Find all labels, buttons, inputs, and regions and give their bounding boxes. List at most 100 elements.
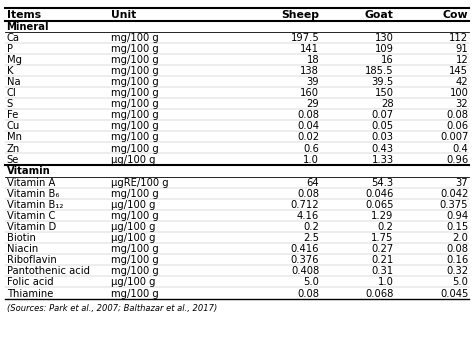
Text: (Sources: Park et al., 2007; Balthazar et al., 2017): (Sources: Park et al., 2007; Balthazar e… bbox=[7, 303, 217, 313]
Text: 0.03: 0.03 bbox=[372, 132, 393, 142]
Text: mg/100 g: mg/100 g bbox=[111, 77, 159, 87]
Text: 0.046: 0.046 bbox=[365, 189, 393, 199]
Text: 130: 130 bbox=[374, 33, 393, 43]
Text: mg/100 g: mg/100 g bbox=[111, 33, 159, 43]
Text: Vitamin D: Vitamin D bbox=[7, 222, 56, 232]
Text: Unit: Unit bbox=[111, 10, 137, 20]
Text: 0.02: 0.02 bbox=[297, 132, 319, 142]
Text: mg/100 g: mg/100 g bbox=[111, 289, 159, 299]
Text: 0.43: 0.43 bbox=[372, 143, 393, 153]
Text: 160: 160 bbox=[300, 88, 319, 98]
Text: 0.045: 0.045 bbox=[440, 289, 468, 299]
Text: 37: 37 bbox=[456, 178, 468, 188]
Text: 0.042: 0.042 bbox=[440, 189, 468, 199]
Text: μg/100 g: μg/100 g bbox=[111, 222, 155, 232]
Text: 0.6: 0.6 bbox=[303, 143, 319, 153]
Text: 0.32: 0.32 bbox=[446, 266, 468, 276]
Text: S: S bbox=[7, 99, 13, 109]
Text: 0.05: 0.05 bbox=[372, 121, 393, 131]
Text: 1.75: 1.75 bbox=[371, 233, 393, 243]
Text: 4.16: 4.16 bbox=[297, 211, 319, 221]
Text: Zn: Zn bbox=[7, 143, 20, 153]
Text: 39.5: 39.5 bbox=[371, 77, 393, 87]
Text: Na: Na bbox=[7, 77, 20, 87]
Text: Goat: Goat bbox=[365, 10, 393, 20]
Text: Items: Items bbox=[7, 10, 41, 20]
Text: μg/100 g: μg/100 g bbox=[111, 233, 155, 243]
Text: P: P bbox=[7, 44, 13, 54]
Text: 0.27: 0.27 bbox=[371, 244, 393, 254]
Text: mg/100 g: mg/100 g bbox=[111, 110, 159, 120]
Text: 0.08: 0.08 bbox=[297, 189, 319, 199]
Text: mg/100 g: mg/100 g bbox=[111, 189, 159, 199]
Text: 100: 100 bbox=[449, 88, 468, 98]
Text: Vitamin A: Vitamin A bbox=[7, 178, 55, 188]
Text: 5.0: 5.0 bbox=[303, 277, 319, 288]
Text: 12: 12 bbox=[456, 55, 468, 65]
Text: 2.0: 2.0 bbox=[453, 233, 468, 243]
Text: Vitamin B₁₂: Vitamin B₁₂ bbox=[7, 200, 63, 210]
Text: 0.07: 0.07 bbox=[372, 110, 393, 120]
Text: Thiamine: Thiamine bbox=[7, 289, 53, 299]
Text: Sheep: Sheep bbox=[281, 10, 319, 20]
Text: Cl: Cl bbox=[7, 88, 16, 98]
Text: Niacin: Niacin bbox=[7, 244, 38, 254]
Text: 32: 32 bbox=[456, 99, 468, 109]
Text: 138: 138 bbox=[301, 66, 319, 76]
Text: 91: 91 bbox=[456, 44, 468, 54]
Text: 39: 39 bbox=[307, 77, 319, 87]
Text: 0.08: 0.08 bbox=[297, 110, 319, 120]
Text: 0.416: 0.416 bbox=[291, 244, 319, 254]
Text: mg/100 g: mg/100 g bbox=[111, 244, 159, 254]
Text: Se: Se bbox=[7, 155, 19, 165]
Text: 0.08: 0.08 bbox=[447, 244, 468, 254]
Text: 0.96: 0.96 bbox=[446, 155, 468, 165]
Text: 0.31: 0.31 bbox=[372, 266, 393, 276]
Text: 0.94: 0.94 bbox=[446, 211, 468, 221]
Text: 64: 64 bbox=[307, 178, 319, 188]
Text: 0.08: 0.08 bbox=[447, 110, 468, 120]
Text: 197.5: 197.5 bbox=[291, 33, 319, 43]
Text: mg/100 g: mg/100 g bbox=[111, 255, 159, 265]
Text: μg/100 g: μg/100 g bbox=[111, 155, 155, 165]
Text: mg/100 g: mg/100 g bbox=[111, 99, 159, 109]
Text: 0.065: 0.065 bbox=[365, 200, 393, 210]
Text: 1.0: 1.0 bbox=[303, 155, 319, 165]
Text: 185.5: 185.5 bbox=[365, 66, 393, 76]
Text: mg/100 g: mg/100 g bbox=[111, 121, 159, 131]
Text: 112: 112 bbox=[449, 33, 468, 43]
Text: 16: 16 bbox=[381, 55, 393, 65]
Text: 42: 42 bbox=[456, 77, 468, 87]
Text: Ca: Ca bbox=[7, 33, 19, 43]
Text: 150: 150 bbox=[374, 88, 393, 98]
Text: Pantothenic acid: Pantothenic acid bbox=[7, 266, 90, 276]
Text: 0.21: 0.21 bbox=[371, 255, 393, 265]
Text: 18: 18 bbox=[307, 55, 319, 65]
Text: mg/100 g: mg/100 g bbox=[111, 88, 159, 98]
Text: 0.15: 0.15 bbox=[446, 222, 468, 232]
Text: K: K bbox=[7, 66, 13, 76]
Text: 28: 28 bbox=[381, 99, 393, 109]
Text: Vitamin: Vitamin bbox=[7, 166, 50, 176]
Text: mg/100 g: mg/100 g bbox=[111, 55, 159, 65]
Text: 0.4: 0.4 bbox=[453, 143, 468, 153]
Text: Fe: Fe bbox=[7, 110, 18, 120]
Text: 0.16: 0.16 bbox=[446, 255, 468, 265]
Text: μgRE/100 g: μgRE/100 g bbox=[111, 178, 169, 188]
Text: Mineral: Mineral bbox=[7, 22, 49, 32]
Text: 0.08: 0.08 bbox=[297, 289, 319, 299]
Text: 1.29: 1.29 bbox=[371, 211, 393, 221]
Text: 29: 29 bbox=[307, 99, 319, 109]
Text: 0.068: 0.068 bbox=[365, 289, 393, 299]
Text: 0.376: 0.376 bbox=[291, 255, 319, 265]
Text: mg/100 g: mg/100 g bbox=[111, 66, 159, 76]
Text: Biotin: Biotin bbox=[7, 233, 36, 243]
Text: Mn: Mn bbox=[7, 132, 22, 142]
Text: Riboflavin: Riboflavin bbox=[7, 255, 56, 265]
Text: μg/100 g: μg/100 g bbox=[111, 277, 155, 288]
Text: Mg: Mg bbox=[7, 55, 22, 65]
Text: Cow: Cow bbox=[443, 10, 468, 20]
Text: 0.04: 0.04 bbox=[297, 121, 319, 131]
Text: 0.06: 0.06 bbox=[446, 121, 468, 131]
Text: 0.712: 0.712 bbox=[291, 200, 319, 210]
